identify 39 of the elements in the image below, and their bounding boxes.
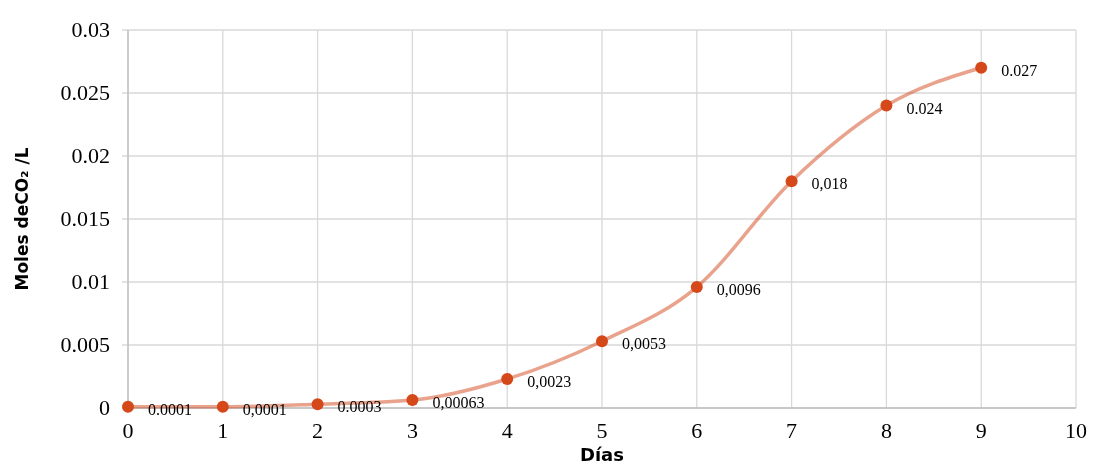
x-axis-title: Días <box>580 444 624 465</box>
y-tick-label: 0.015 <box>60 206 110 231</box>
point <box>880 99 893 112</box>
x-tick-label: 5 <box>596 418 608 443</box>
y-tick-label: 0.03 <box>71 17 110 42</box>
data-label: 0.0003 <box>337 398 382 416</box>
data-label: 0,0096 <box>716 281 761 299</box>
point <box>216 400 229 413</box>
x-tick-label: 0 <box>122 418 134 443</box>
point <box>406 394 419 407</box>
y-tick-label: 0.005 <box>60 332 110 357</box>
point <box>596 335 608 348</box>
point <box>122 400 134 413</box>
data-label: 0,0023 <box>527 373 572 391</box>
x-tick-label: 1 <box>217 418 229 443</box>
data-label: 0,0001 <box>242 400 287 418</box>
data-label: 0.024 <box>906 99 943 117</box>
x-tick-label: 4 <box>501 418 513 443</box>
x-tick-label: 6 <box>691 418 703 443</box>
data-label: 0,018 <box>811 175 848 193</box>
y-tick-label: 0.01 <box>71 269 110 294</box>
data-label: 0,00063 <box>432 394 485 412</box>
point <box>785 175 798 188</box>
x-tick-label: 9 <box>975 418 987 443</box>
y-tick-label: 0.02 <box>71 143 110 168</box>
point <box>501 373 514 386</box>
x-tick-label: 2 <box>312 418 324 443</box>
y-tick-label: 0 <box>99 395 110 420</box>
point <box>690 281 703 294</box>
x-tick-label: 3 <box>406 418 418 443</box>
y-tick-label: 0.025 <box>60 80 110 105</box>
data-label: 0.027 <box>1001 61 1038 79</box>
point <box>975 61 988 74</box>
x-tick-label: 10 <box>1065 418 1087 443</box>
data-label: 0,0053 <box>622 335 666 353</box>
x-tick-label: 8 <box>880 418 892 443</box>
x-tick-label: 7 <box>786 418 798 443</box>
point <box>311 398 324 411</box>
y-axis-title: Moles deCO₂ /L <box>12 147 32 291</box>
